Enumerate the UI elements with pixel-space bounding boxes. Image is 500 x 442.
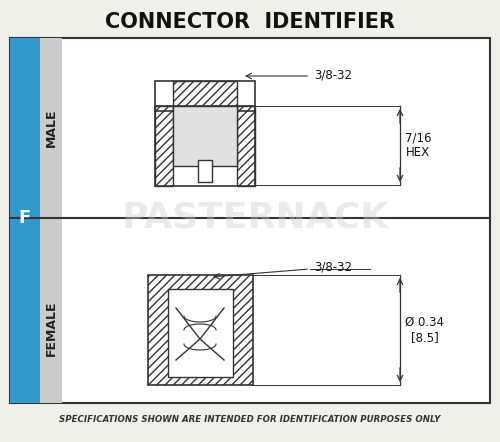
Bar [155, 106, 255, 186]
Text: Ø 0.34
[8.5]: Ø 0.34 [8.5] [405, 316, 444, 344]
Bar [168, 289, 233, 377]
Text: SPECIFICATIONS SHOWN ARE INTENDED FOR IDENTIFICATION PURPOSES ONLY: SPECIFICATIONS SHOWN ARE INTENDED FOR ID… [60, 415, 440, 424]
Bar [40, 38, 62, 403]
Bar [155, 81, 255, 111]
Text: 7/16
HEX: 7/16 HEX [405, 132, 431, 160]
Text: FEMALE: FEMALE [44, 300, 58, 356]
Text: CONNECTOR  IDENTIFIER: CONNECTOR IDENTIFIER [105, 12, 395, 32]
Bar [173, 81, 237, 111]
Bar [198, 160, 212, 182]
Bar [155, 106, 173, 186]
Bar [148, 275, 253, 385]
Bar [173, 106, 237, 166]
Text: 3/8-32: 3/8-32 [314, 69, 352, 81]
Text: F: F [19, 209, 31, 227]
Text: MALE: MALE [44, 109, 58, 147]
Bar [237, 106, 255, 186]
Bar [10, 38, 40, 403]
Text: 3/8-32: 3/8-32 [314, 260, 352, 274]
Bar [10, 38, 490, 403]
Text: PASTERNACK: PASTERNACK [122, 201, 388, 235]
